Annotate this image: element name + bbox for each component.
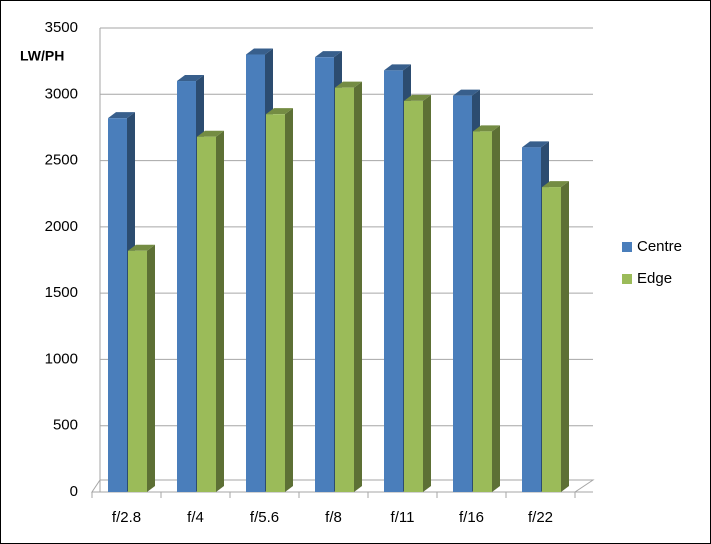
bar-front bbox=[128, 250, 147, 492]
y-tick-label: 2000 bbox=[45, 218, 78, 235]
bar-side bbox=[216, 130, 224, 493]
bar-front bbox=[404, 100, 423, 493]
bar-top bbox=[177, 75, 204, 82]
x-tick-label: f/2.8 bbox=[112, 509, 141, 526]
x-tick-label: f/8 bbox=[325, 509, 342, 526]
y-tick-label: 3500 bbox=[45, 19, 78, 36]
y-tick-label: 2500 bbox=[45, 152, 78, 169]
bar bbox=[335, 81, 362, 493]
bar-front bbox=[315, 57, 334, 493]
bar-front bbox=[335, 87, 354, 493]
legend-label: Edge bbox=[637, 270, 672, 287]
legend-label: Centre bbox=[637, 238, 682, 255]
bar-side bbox=[354, 81, 362, 493]
bar-top bbox=[453, 89, 480, 96]
y-axis-label: LW/PH bbox=[20, 48, 64, 64]
y-tick-label: 0 bbox=[70, 483, 78, 500]
bar-top bbox=[473, 125, 500, 132]
bar-front bbox=[384, 70, 403, 493]
bar-side bbox=[285, 108, 293, 493]
bar bbox=[197, 130, 224, 493]
y-tick-label: 1000 bbox=[45, 350, 78, 367]
bar-front bbox=[266, 114, 285, 493]
bar-top bbox=[266, 108, 293, 115]
y-tick-label: 500 bbox=[53, 417, 78, 434]
bar-side bbox=[147, 244, 155, 492]
x-tick-label: f/16 bbox=[459, 509, 484, 526]
bar-top bbox=[315, 51, 342, 58]
bar-side bbox=[561, 181, 569, 493]
x-tick-label: f/22 bbox=[528, 509, 553, 526]
bar bbox=[404, 94, 431, 493]
bar bbox=[266, 108, 293, 493]
bar-front bbox=[473, 131, 492, 493]
bar-top bbox=[335, 81, 362, 88]
bar-top bbox=[522, 141, 549, 148]
bar-side bbox=[423, 94, 431, 493]
bar-front bbox=[246, 54, 265, 493]
x-tick-label: f/11 bbox=[391, 509, 415, 526]
bar-front bbox=[197, 136, 216, 493]
bar-top bbox=[108, 112, 135, 119]
bar-top bbox=[197, 130, 224, 137]
bar-front bbox=[108, 118, 127, 493]
bar-top bbox=[246, 48, 273, 55]
bar-front bbox=[453, 95, 472, 493]
x-tick-label: f/4 bbox=[187, 509, 204, 526]
bar-front bbox=[177, 81, 196, 493]
bar-top bbox=[542, 181, 569, 188]
y-tick-label: 3000 bbox=[45, 85, 78, 102]
bar-top bbox=[384, 64, 411, 71]
bar bbox=[128, 244, 155, 492]
bar-top bbox=[128, 244, 155, 251]
bar-top bbox=[404, 94, 431, 101]
x-tick-label: f/5.6 bbox=[250, 509, 279, 526]
bar bbox=[473, 125, 500, 493]
legend-swatch bbox=[622, 242, 632, 252]
bar-side bbox=[492, 125, 500, 493]
bar-front bbox=[522, 147, 541, 493]
bar-front bbox=[542, 187, 561, 493]
legend-swatch bbox=[622, 274, 632, 284]
bar bbox=[542, 181, 569, 493]
y-tick-label: 1500 bbox=[45, 284, 78, 301]
